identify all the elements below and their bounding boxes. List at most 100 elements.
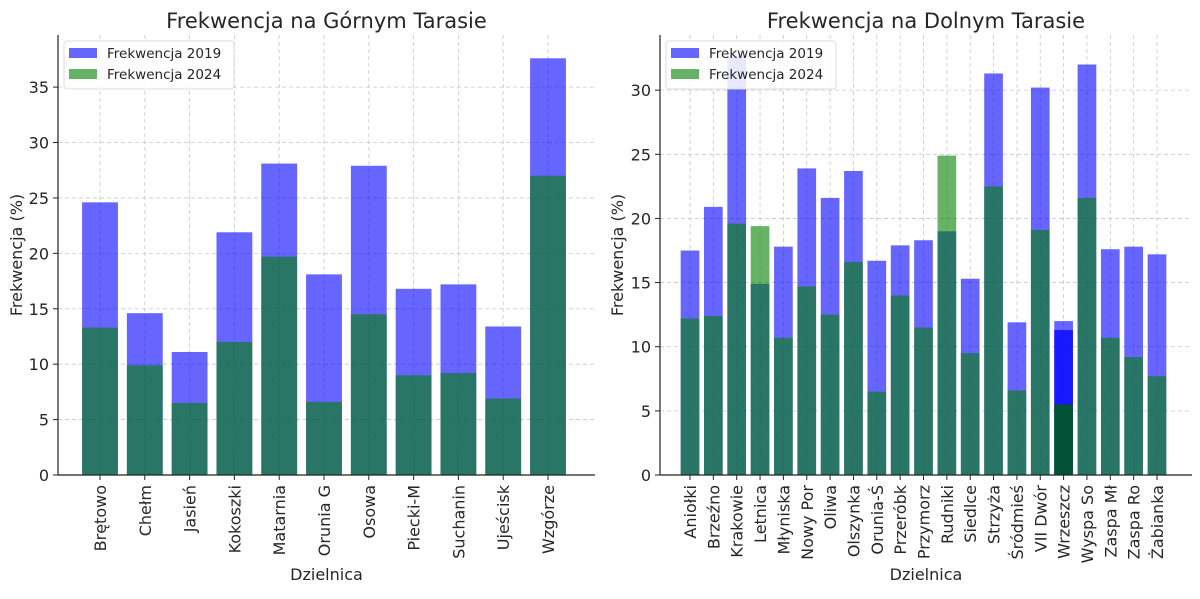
x-tick-label: Orunia-Ś [868,485,887,555]
bar-2024 [960,353,980,475]
bar-overlay [1054,404,1073,475]
x-tick-label: Oliwa [821,485,840,529]
subplot-1: 0 5 10 15 20 25 30 Aniołki Brzeźno Krakowie Letnic… [608,9,1192,584]
x-tick-label: Aniołki [681,485,700,539]
x-tick-label: Wrzeszcz [1055,485,1074,559]
bar-2024 [750,226,770,475]
x-tick-label: Jasień [181,485,200,533]
bar-2024 [680,318,700,475]
y-tick-label: 15 [29,300,49,319]
bar-2024 [1147,376,1167,475]
bar-2024 [261,256,298,475]
y-tick-label: 30 [29,134,49,153]
x-tick-label: Przymorz [915,485,934,559]
legend-label: Frekwencja 2019 [107,46,221,62]
bar-2024 [1124,356,1143,475]
legend-swatch-2024 [69,69,97,79]
x-tick-label: Suchanin [449,485,468,559]
y-tick-label: 20 [631,209,651,228]
x-tick-label: Młyniska [774,485,793,555]
x-tick-label: Przeróbk [891,484,910,554]
y-tick-label: 0 [39,466,49,485]
y-axis-label: Frekwencja (%) [7,194,26,316]
bar-2024 [797,286,817,475]
x-tick-label: Letnica [751,485,770,543]
x-tick-label: Zaspa Mł [1101,485,1120,558]
bar-2024 [395,375,432,475]
bar-2024 [984,186,1003,475]
x-tick-label: Piecki-M [405,485,424,551]
legend: Frekwencja 2019 Frekwencja 2024 [63,40,235,90]
bar-2024 [82,327,118,475]
legend-swatch-2019 [69,48,97,58]
bar-2024 [820,314,840,475]
legend-box [63,40,235,90]
x-tick-label: Kokoszki [225,485,244,553]
bar-2024 [126,365,163,475]
bar-2024 [1030,229,1050,475]
y-tick-label: 25 [29,189,49,208]
x-tick-label: Żabianka [1148,485,1167,559]
y-tick-label: 30 [631,81,651,100]
x-tick-label: Wyspa So [1078,485,1097,563]
bar-2024 [1100,337,1120,475]
bar-2024 [727,223,747,475]
x-tick-label: Matarnia [270,485,289,555]
x-tick-label: Śródmieś [1008,485,1027,560]
legend-label: Frekwencja 2024 [107,67,221,83]
legend-swatch-2019 [671,48,699,58]
bar-2024 [530,175,566,475]
y-tick-label: 0 [641,466,651,485]
x-tick-label: Krakowie [728,485,747,558]
bar-2024 [704,315,723,475]
bar-2024 [171,402,208,475]
legend-label: Frekwencja 2024 [709,67,823,83]
x-tick-label: Brętowo [91,485,110,551]
x-tick-label: Brzeźno [704,485,723,549]
y-tick-label: 35 [29,78,49,97]
bar-2024 [844,262,863,475]
y-tick-label: 5 [641,402,651,421]
y-tick-label: 10 [29,355,49,374]
subplot-0: 0 5 10 15 20 25 30 35 Brętowo Chełm Jasień Kokoszki… [7,9,595,584]
bar-2024 [937,155,957,476]
legend: Frekwencja 2019 Frekwencja 2024 [665,40,837,90]
bar-2024 [867,391,887,475]
bar-2024 [485,398,522,475]
bar-2024 [440,373,477,475]
bar-2024 [216,342,253,475]
x-tick-label: Orunia G [315,485,334,556]
x-tick-label: Ujeścisk [494,484,513,550]
x-tick-label: Siedlce [961,485,980,543]
x-tick-label: Zaspa Ro [1125,485,1144,559]
bar-2024 [890,295,910,475]
bar-2024 [774,337,793,475]
x-tick-label: Strzyża [985,485,1004,544]
x-tick-label: Rudniki [938,485,957,544]
x-tick-label: Olszynka [844,485,863,557]
legend-label: Frekwencja 2019 [709,46,823,62]
chart-title: Frekwencja na Dolnym Tarasie [767,9,1085,33]
y-axis-label: Frekwencja (%) [608,194,627,316]
bar-2024 [1077,197,1097,475]
x-tick-label: Wzgórze [539,485,558,554]
y-tick-label: 20 [29,244,49,263]
legend-swatch-2024 [671,69,699,79]
bar-2024 [306,401,342,475]
x-tick-label: Osowa [360,485,379,539]
x-tick-label: VII Dwór [1031,485,1050,553]
x-axis-label: Dzielnica [290,565,363,584]
x-tick-label: Nowy Por [798,485,817,560]
y-tick-label: 5 [39,411,49,430]
chart-title: Frekwencja na Górnym Tarasie [166,9,487,33]
y-tick-label: 15 [631,274,651,293]
bar-2024 [914,327,933,475]
bar-2024 [1007,390,1027,475]
x-axis-label: Dzielnica [890,565,963,584]
y-tick-label: 25 [631,145,651,164]
x-tick-label: Chełm [136,485,155,536]
y-tick-label: 10 [631,338,651,357]
bar-2024 [350,314,387,475]
legend-box [665,40,837,90]
